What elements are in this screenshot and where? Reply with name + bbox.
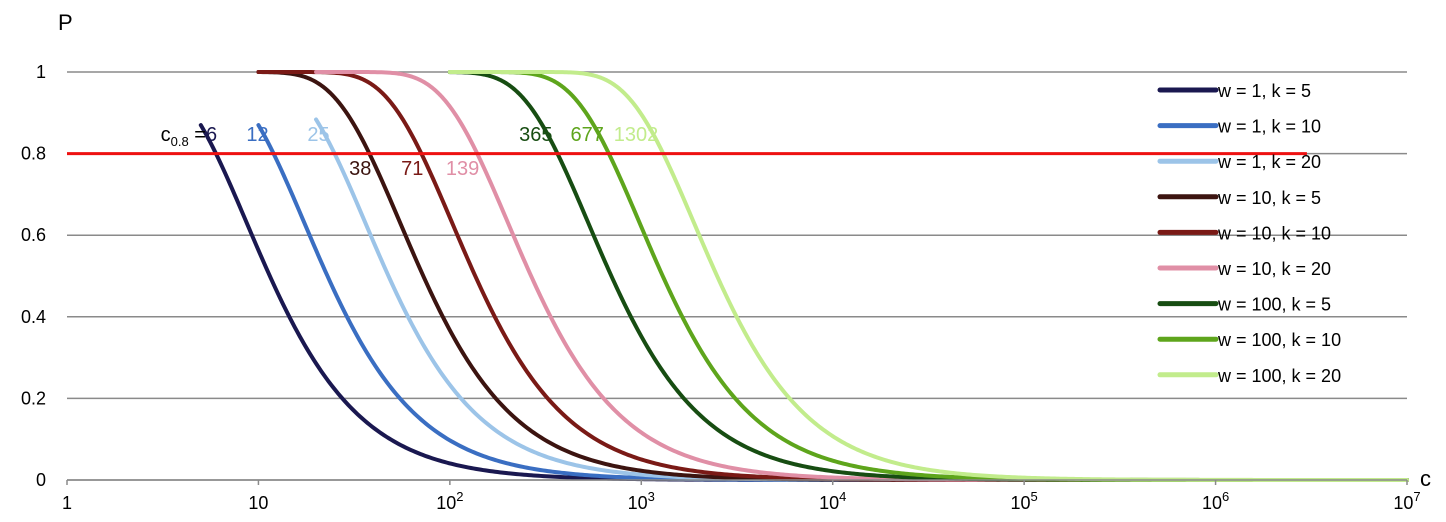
y-tick-label: 1 — [36, 62, 46, 82]
y-tick-label: 0 — [36, 470, 46, 490]
x-axis-title: c — [1420, 466, 1431, 491]
c08-value-label: 6 — [206, 124, 217, 146]
y-tick-label: 0.2 — [21, 388, 46, 408]
c08-value-label: 139 — [446, 158, 479, 180]
c08-annotations: c0.8 = 6 12 25 38 71 139 365 677 1302 — [161, 124, 659, 180]
x-tick-label: 104 — [819, 489, 846, 513]
x-tick-label: 107 — [1393, 489, 1420, 513]
y-tick-label: 0.6 — [21, 225, 46, 245]
c08-value-label: 25 — [307, 124, 329, 146]
x-tick-label: 102 — [436, 489, 463, 513]
x-tick-label: 103 — [628, 489, 655, 513]
legend-label: w = 10, k = 5 — [1217, 188, 1321, 208]
legend-label: w = 100, k = 20 — [1217, 366, 1341, 386]
c08-value-label: 71 — [401, 158, 423, 180]
x-tick-label: 10 — [248, 493, 268, 513]
y-tick-label: 0.8 — [21, 144, 46, 164]
c08-value-label: 12 — [246, 124, 268, 146]
c08-prefix-label: c0.8 = — [161, 124, 206, 149]
c08-value-label: 1302 — [614, 124, 659, 146]
x-tick-label: 1 — [62, 493, 72, 513]
x-tick-label: 105 — [1011, 489, 1038, 513]
legend-label: w = 1, k = 20 — [1217, 152, 1321, 172]
legend-label: w = 100, k = 5 — [1217, 295, 1331, 315]
x-tick-label: 106 — [1202, 489, 1229, 513]
legend-label: w = 10, k = 10 — [1217, 223, 1331, 243]
c08-value-label: 38 — [349, 158, 371, 180]
c08-value-label: 677 — [570, 124, 603, 146]
axes: P c 0 0.2 0.4 0.6 0.8 1 1 10 102 103 104 105 106 107 — [21, 10, 1431, 513]
legend-label: w = 10, k = 20 — [1217, 259, 1331, 279]
legend-label: w = 1, k = 10 — [1217, 117, 1321, 137]
y-tick-label: 0.4 — [21, 307, 46, 327]
legend-label: w = 1, k = 5 — [1217, 81, 1311, 101]
y-axis-title: P — [58, 10, 73, 35]
c08-value-label: 365 — [519, 124, 552, 146]
legend: w = 1, k = 5 w = 1, k = 10 w = 1, k = 20 w … — [1157, 81, 1341, 386]
legend-label: w = 100, k = 10 — [1217, 330, 1341, 350]
